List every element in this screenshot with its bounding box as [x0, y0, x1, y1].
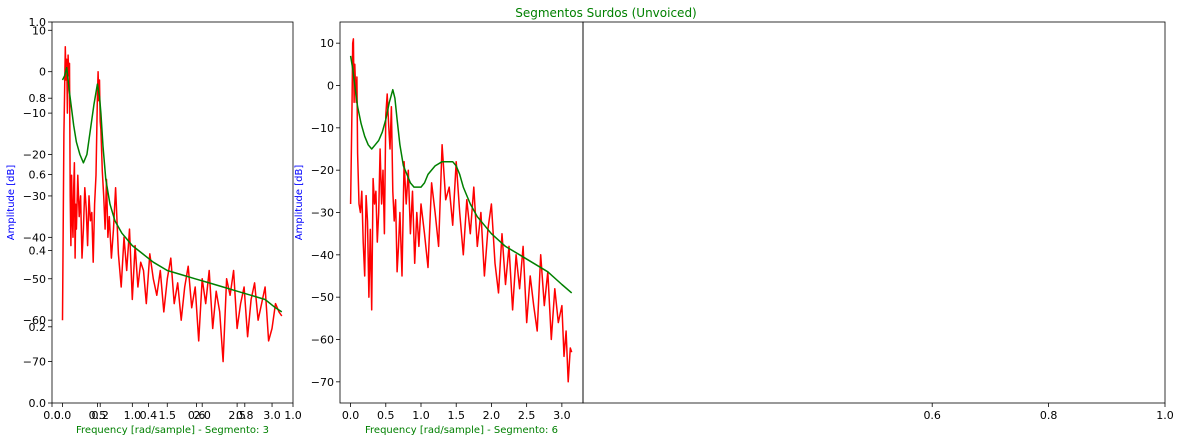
y-tick-label: −50	[311, 291, 334, 304]
spectrum-line-0	[349, 38, 573, 383]
y-tick-label: 0.6	[29, 168, 47, 181]
y-tick-label: 0	[39, 66, 46, 79]
y-tick-label: −60	[23, 314, 46, 327]
y-tick-label: 0	[327, 80, 334, 93]
y-tick-label: −70	[23, 356, 46, 369]
y-tick-label: −30	[23, 190, 46, 203]
x-tick-label: 0.4	[140, 409, 158, 422]
y-tick-label: 0.0	[29, 397, 47, 410]
x-axis-label: Frequency [rad/sample] - Segmento: 3	[76, 425, 269, 436]
x-tick-label: 1.5	[159, 409, 177, 422]
y-tick-label: −60	[311, 334, 334, 347]
y-tick-label: 0.4	[29, 245, 47, 258]
axes-frame	[51, 21, 294, 404]
y-tick-label: −50	[23, 273, 46, 286]
x-tick-label: 1.0	[284, 409, 302, 422]
y-tick-label: −10	[23, 107, 46, 120]
envelope-line-1	[349, 55, 573, 294]
x-tick-label: 3.0	[263, 409, 281, 422]
axes-layer: 0.0 0.2 0.4 0.6 0.8 1.00.00.20.40.60.81.00.0 0…	[6, 16, 1174, 436]
x-tick-label: 0.0	[43, 409, 61, 422]
y-tick-label: −70	[311, 376, 334, 389]
y-tick-label: −40	[311, 249, 334, 262]
axes-3: 0.6 0.8 1.0	[582, 21, 1174, 422]
x-tick-label: 2.0	[483, 409, 501, 422]
x-tick-label: 0.2	[91, 409, 109, 422]
x-tick-label: 1.5	[447, 409, 465, 422]
y-tick-label: 10	[32, 24, 46, 37]
y-tick-label: −40	[23, 231, 46, 244]
x-tick-label: 0.5	[89, 409, 107, 422]
x-tick-label: 0.8	[1040, 409, 1058, 422]
x-tick-label: 2.5	[228, 409, 246, 422]
envelope-line-1	[61, 66, 283, 313]
x-axis-label: Frequency [rad/sample] - Segmento: 6	[365, 425, 558, 436]
y-tick-label: 0.2	[29, 321, 47, 334]
x-tick-label: 0.0	[342, 409, 360, 422]
x-tick-label: 2.0	[193, 409, 211, 422]
axes-2: 0.0 0.5 1.0 1.5 2.0 2.5 3.0 10 0 −10 −20 −30 −40 −50 −…	[294, 21, 584, 436]
x-tick-label: 0.0	[54, 409, 72, 422]
figure-title: Segmentos Surdos (Unvoiced)	[515, 6, 697, 20]
x-tick-label: 2.5	[518, 409, 536, 422]
x-tick-label: 0.8	[236, 409, 254, 422]
y-tick-label: 10	[320, 37, 334, 50]
x-tick-label: 3.0	[553, 409, 571, 422]
x-tick-label: 1.0	[1156, 409, 1174, 422]
x-tick-label: 0.6	[923, 409, 941, 422]
y-axis-label: Amplitude [dB]	[294, 165, 305, 241]
y-tick-label: 0.8	[29, 92, 47, 105]
y-tick-label: −20	[311, 164, 334, 177]
x-tick-label: 1.0	[124, 409, 142, 422]
y-tick-label: 1.0	[29, 16, 47, 29]
y-tick-label: −20	[23, 149, 46, 162]
x-tick-label: 0.5	[377, 409, 395, 422]
spectrum-line-0	[61, 46, 283, 363]
x-tick-label: 1.0	[412, 409, 430, 422]
axes-0: 0.0 0.2 0.4 0.6 0.8 1.0 0.0 0.2 0.4 0.6 0.8 1.0	[29, 16, 302, 422]
y-tick-label: −10	[311, 122, 334, 135]
y-axis-label: Amplitude [dB]	[6, 165, 17, 241]
axes-1: 0.0 0.5 1.0 1.5 2.0 2.5 3.0 10 0 −10 −20 −30 −40 −50 −…	[6, 24, 283, 436]
axes-frame	[582, 21, 1166, 404]
x-tick-label: 0.6	[188, 409, 206, 422]
y-tick-label: −30	[311, 207, 334, 220]
